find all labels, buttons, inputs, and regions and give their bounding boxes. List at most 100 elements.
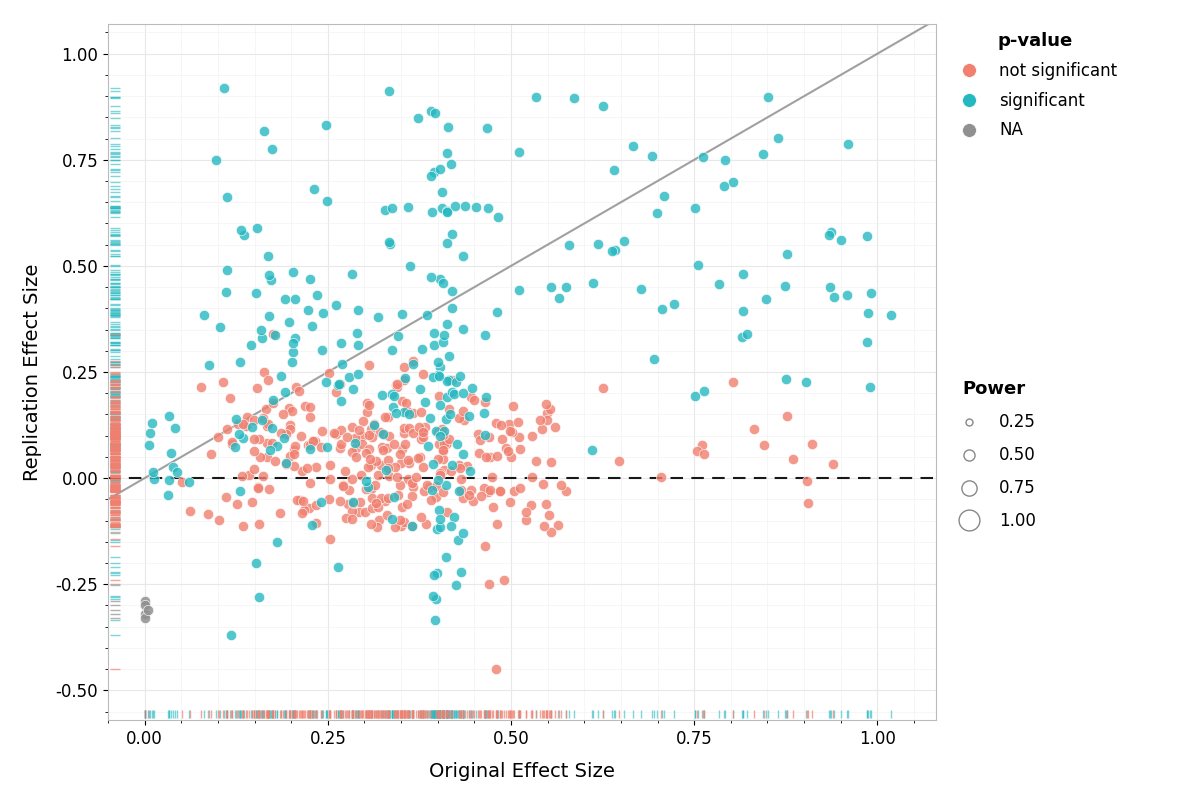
- Point: [692, 438, 712, 451]
- Point: [383, 401, 402, 414]
- Point: [253, 332, 272, 345]
- Point: [377, 442, 396, 454]
- Point: [424, 569, 443, 582]
- Point: [265, 454, 284, 467]
- Point: [271, 427, 290, 440]
- Point: [360, 358, 379, 371]
- Point: [409, 112, 428, 125]
- X-axis label: Original Effect Size: Original Effect Size: [430, 762, 614, 781]
- Point: [319, 492, 338, 505]
- Point: [454, 527, 473, 540]
- Point: [438, 505, 457, 518]
- Point: [594, 99, 613, 112]
- Point: [418, 478, 437, 491]
- Point: [140, 427, 160, 440]
- Point: [283, 337, 302, 350]
- Point: [610, 454, 629, 467]
- Point: [446, 376, 466, 389]
- Point: [426, 425, 445, 438]
- Point: [230, 427, 250, 440]
- Point: [457, 460, 476, 473]
- Point: [317, 194, 336, 207]
- Point: [248, 482, 268, 494]
- Point: [403, 481, 422, 494]
- Point: [430, 438, 449, 450]
- Point: [244, 414, 263, 426]
- Point: [301, 438, 320, 451]
- Point: [451, 483, 470, 496]
- Point: [510, 430, 529, 443]
- Point: [280, 402, 299, 414]
- Point: [368, 469, 388, 482]
- Point: [403, 358, 422, 370]
- Point: [215, 82, 234, 94]
- Point: [145, 473, 164, 486]
- Point: [431, 162, 450, 175]
- Point: [715, 154, 734, 166]
- Point: [446, 578, 466, 591]
- Point: [247, 222, 266, 235]
- Point: [439, 433, 458, 446]
- Point: [283, 346, 302, 358]
- Point: [437, 550, 456, 563]
- Point: [234, 432, 253, 445]
- Point: [425, 338, 444, 351]
- Point: [392, 307, 412, 320]
- Point: [232, 470, 251, 482]
- Point: [474, 406, 493, 419]
- Point: [653, 302, 672, 315]
- Point: [665, 298, 684, 310]
- Point: [454, 387, 473, 400]
- Point: [820, 229, 839, 242]
- Point: [428, 355, 448, 368]
- Point: [688, 444, 707, 457]
- Point: [348, 327, 367, 340]
- Point: [287, 380, 306, 393]
- Point: [407, 471, 426, 484]
- Point: [241, 339, 260, 352]
- Point: [328, 378, 347, 391]
- Point: [557, 484, 576, 497]
- Point: [583, 443, 602, 456]
- Point: [349, 368, 368, 381]
- Point: [509, 146, 528, 158]
- Point: [605, 244, 624, 257]
- Point: [475, 396, 494, 409]
- Point: [754, 147, 773, 160]
- Point: [496, 442, 515, 454]
- Point: [242, 496, 262, 509]
- Point: [275, 293, 294, 306]
- Point: [454, 405, 473, 418]
- Point: [371, 458, 390, 471]
- Point: [260, 444, 280, 457]
- Point: [390, 448, 409, 461]
- Point: [539, 508, 558, 521]
- Point: [437, 413, 456, 426]
- Point: [368, 311, 388, 324]
- Point: [352, 469, 371, 482]
- Point: [527, 91, 546, 104]
- Point: [361, 422, 380, 435]
- Point: [803, 438, 822, 450]
- Point: [340, 483, 359, 496]
- Point: [276, 428, 295, 441]
- Point: [395, 361, 414, 374]
- Point: [263, 436, 282, 449]
- Point: [160, 410, 179, 422]
- Point: [353, 430, 372, 442]
- Point: [455, 414, 474, 426]
- Point: [245, 462, 264, 475]
- Point: [460, 410, 479, 422]
- Point: [300, 477, 319, 490]
- Point: [373, 428, 392, 441]
- Point: [180, 476, 199, 489]
- Point: [370, 426, 389, 438]
- Point: [491, 485, 510, 498]
- Point: [510, 283, 529, 296]
- Point: [371, 492, 390, 505]
- Point: [422, 206, 442, 218]
- Point: [541, 526, 560, 538]
- Point: [304, 435, 323, 448]
- Point: [475, 428, 494, 441]
- Point: [440, 350, 460, 362]
